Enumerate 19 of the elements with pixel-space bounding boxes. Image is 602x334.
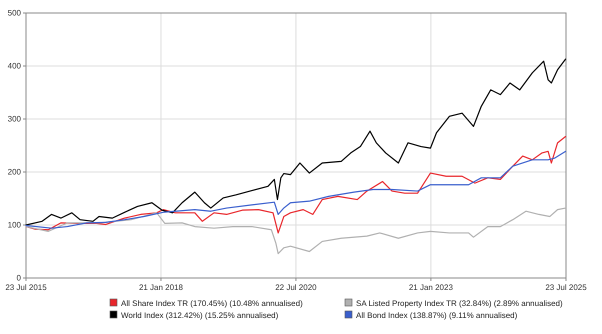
x-tick-label: 22 Jul 2020 bbox=[275, 283, 318, 292]
legend-label: All Bond Index (138.87%) (9.11% annualised) bbox=[356, 311, 518, 320]
x-tick-label: 21 Jan 2018 bbox=[138, 283, 184, 292]
y-tick-label: 400 bbox=[8, 62, 22, 71]
y-tick-label: 0 bbox=[16, 274, 22, 283]
line-series bbox=[25, 58, 566, 226]
y-tick-label: 200 bbox=[8, 168, 22, 177]
line-series bbox=[25, 207, 566, 254]
x-tick-label: 21 Jan 2023 bbox=[408, 283, 454, 292]
x-tick-label: 23 Jul 2015 bbox=[5, 283, 48, 292]
legend-label: SA Listed Property Index TR (32.84%) (2.89% annualised) bbox=[356, 299, 563, 308]
legend-label: All Share Index TR (170.45%) (10.48% annualised) bbox=[121, 299, 304, 308]
legend-label: World Index (312.42%) (15.25% annualised) bbox=[121, 311, 279, 320]
y-tick-label: 100 bbox=[8, 220, 22, 230]
x-tick-label: 23 Jul 2025 bbox=[545, 283, 588, 292]
line-series bbox=[25, 136, 566, 234]
y-tick-label: 500 bbox=[8, 8, 22, 18]
y-tick-label: 300 bbox=[8, 114, 22, 124]
line-series bbox=[25, 150, 566, 229]
